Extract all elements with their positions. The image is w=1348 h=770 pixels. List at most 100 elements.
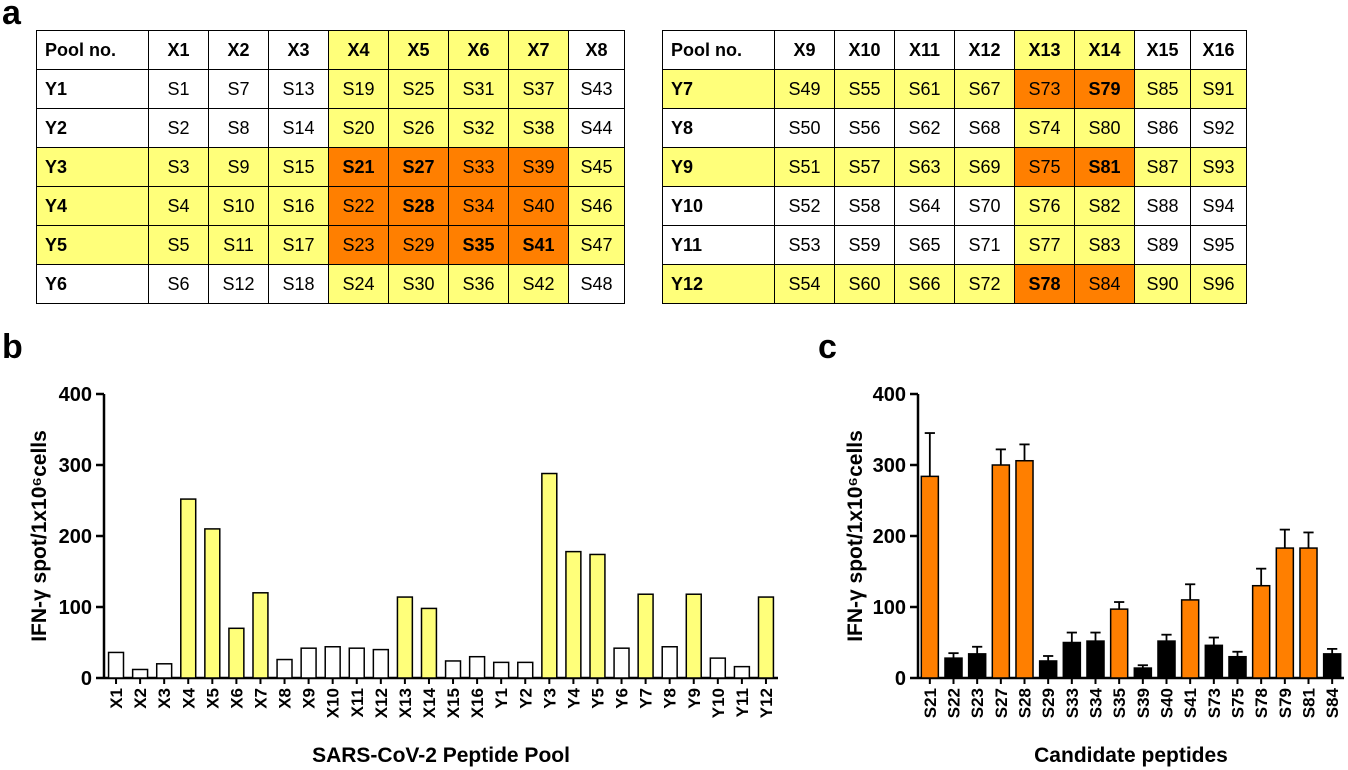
bar-s41 <box>1180 599 1200 679</box>
bar-x8 <box>276 658 293 679</box>
row-header-y7: Y7 <box>662 69 775 109</box>
row-header-y5: Y5 <box>36 225 149 265</box>
row-header-y4: Y4 <box>36 186 149 226</box>
table-cell: S91 <box>1190 69 1247 109</box>
bar-s35 <box>1109 608 1129 679</box>
x-tick-label: S21 <box>921 688 940 718</box>
x-tick-label: S73 <box>1205 688 1224 718</box>
table-cell: S76 <box>1014 186 1075 226</box>
table-cell: S25 <box>388 69 449 109</box>
x-tick-label: X9 <box>300 688 319 709</box>
table-cell: S69 <box>954 147 1015 187</box>
bar-s81 <box>1299 547 1318 679</box>
table-cell: S73 <box>1014 69 1075 109</box>
table-row: Y6 S6 S12 S18 S24 S30 S36 S42 S48 <box>36 264 625 304</box>
row-header-y9: Y9 <box>662 147 775 187</box>
x-tick-label: Y10 <box>709 688 728 718</box>
table-cell: S33 <box>448 147 509 187</box>
table-cell: S39 <box>508 147 569 187</box>
bar-s22 <box>944 657 963 679</box>
y-tick-label: 400 <box>873 384 906 406</box>
bar-y3 <box>541 472 558 679</box>
column-header-x10: X10 <box>834 30 895 70</box>
table-cell: S7 <box>208 69 269 109</box>
table-row: Y12 S54 S60 S66 S72 S78 S84 S90 S96 <box>662 264 1247 304</box>
column-header-x7: X7 <box>508 30 569 70</box>
x-tick-label: S22 <box>945 688 964 718</box>
table-cell: S93 <box>1190 147 1247 187</box>
table-cell: S58 <box>834 186 895 226</box>
table-cell: S21 <box>328 147 389 187</box>
y-tick-label: 400 <box>59 384 92 406</box>
x-tick-label: X16 <box>468 688 487 718</box>
x-tick-label: S79 <box>1276 688 1295 718</box>
table-row: Y1 S1 S7 S13 S19 S25 S31 S37 S43 <box>36 69 625 109</box>
table-cell: S47 <box>568 225 625 265</box>
bar-s40 <box>1157 640 1176 679</box>
x-tick-label: Y3 <box>540 688 559 709</box>
panel-label-c: c <box>818 328 837 366</box>
x-tick-label: X14 <box>420 687 439 718</box>
table-cell: S86 <box>1134 108 1191 148</box>
table-cell: S52 <box>774 186 835 226</box>
x-tick-label: Y2 <box>516 688 535 709</box>
table-header-row: Pool no. X9 X10 X11 X12 X13 X14 X15 X16 <box>662 30 1247 70</box>
table-cell: S54 <box>774 264 835 304</box>
table-cell: S62 <box>894 108 955 148</box>
table-cell: S49 <box>774 69 835 109</box>
panel-label-b: b <box>2 328 23 366</box>
table-cell: S8 <box>208 108 269 148</box>
row-header-y11: Y11 <box>662 225 775 265</box>
table-cell: S88 <box>1134 186 1191 226</box>
bar-s84 <box>1322 653 1342 679</box>
bar-s21 <box>920 475 940 679</box>
bar-x5 <box>204 528 221 679</box>
bar-y9 <box>685 593 702 679</box>
table-cell: S57 <box>834 147 895 187</box>
table-cell: S72 <box>954 264 1015 304</box>
bar-y6 <box>613 647 630 679</box>
bar-x10 <box>324 646 341 679</box>
x-tick-label: X7 <box>251 688 270 709</box>
table-cell: S11 <box>208 225 269 265</box>
table-cell: S80 <box>1074 108 1135 148</box>
y-tick-label: 300 <box>873 455 906 477</box>
table-cell: S22 <box>328 186 389 226</box>
table-cell: S56 <box>834 108 895 148</box>
bar-x6 <box>228 627 245 679</box>
table-cell: S45 <box>568 147 625 187</box>
column-header-x4: X4 <box>328 30 389 70</box>
column-header-x6: X6 <box>448 30 509 70</box>
x-tick-label: X2 <box>131 688 150 709</box>
bar-y11 <box>733 665 751 679</box>
x-tick-label: S39 <box>1134 688 1153 718</box>
chart-candidate-peptides: 0 100 200 300 400 S21 S22 S23 S27 S28 S29 S33 S34 S35… <box>844 384 1344 767</box>
y-tick-label: 100 <box>873 597 906 619</box>
table-cell: S31 <box>448 69 509 109</box>
bar-y10 <box>709 657 727 679</box>
bar-y2 <box>517 661 534 679</box>
column-header-x12: X12 <box>954 30 1015 70</box>
y-tick-label: 200 <box>59 526 92 548</box>
x-tick-label: S23 <box>968 688 987 718</box>
table-cell: S28 <box>388 186 449 226</box>
x-tick-label: X8 <box>276 688 295 709</box>
x-tick-label: Y4 <box>564 687 583 708</box>
table-cell: S2 <box>148 108 209 148</box>
table-cell: S16 <box>268 186 329 226</box>
x-tick-label: X3 <box>155 688 174 709</box>
table-cell: S85 <box>1134 69 1191 109</box>
table-cell: S53 <box>774 225 835 265</box>
table-row: Y2 S2 S8 S14 S20 S26 S32 S38 S44 <box>36 108 625 148</box>
pool-table-right: Pool no. X9 X10 X11 X12 X13 X14 X15 X16 Y7 S49 S55 S… <box>662 30 1247 304</box>
x-tick-label: X15 <box>444 688 463 718</box>
x-tick-label: X12 <box>372 688 391 718</box>
x-tick-label: S28 <box>1016 688 1035 718</box>
x-tick-label: Y5 <box>588 688 607 709</box>
pool-no-header: Pool no. <box>36 30 149 70</box>
table-cell: S14 <box>268 108 329 148</box>
table-cell: S61 <box>894 69 955 109</box>
table-cell: S55 <box>834 69 895 109</box>
bar-s28 <box>1015 459 1034 679</box>
y-tick-label: 100 <box>59 597 92 619</box>
